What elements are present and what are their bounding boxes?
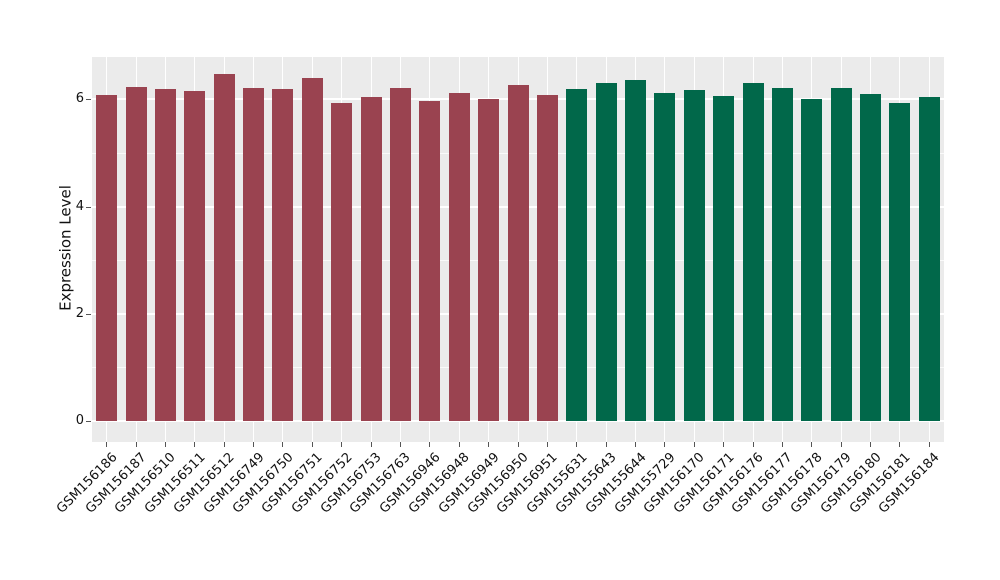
x-tick [194, 442, 196, 447]
x-tick [635, 442, 637, 447]
x-tick [458, 442, 460, 447]
y-tick-label: 6 [75, 91, 84, 107]
plot-panel [92, 57, 944, 442]
bar-GSM156180 [860, 94, 882, 421]
bar-GSM156750 [272, 88, 294, 421]
x-tick [311, 442, 313, 447]
bar-GSM156948 [448, 92, 470, 421]
bar-GSM155644 [625, 79, 647, 421]
bar-GSM156179 [830, 87, 852, 421]
x-tick [870, 442, 872, 447]
x-tick [517, 442, 519, 447]
bar-GSM156177 [771, 87, 793, 421]
bar-GSM156511 [184, 91, 206, 421]
bar-GSM155643 [595, 82, 617, 421]
x-tick [752, 442, 754, 447]
x-tick [164, 442, 166, 447]
x-tick [106, 442, 108, 447]
bar-GSM156187 [125, 87, 147, 421]
x-tick [399, 442, 401, 447]
x-tick [370, 442, 372, 447]
y-tick [86, 99, 91, 101]
x-tick [781, 442, 783, 447]
bar-GSM156950 [507, 84, 529, 421]
x-tick [429, 442, 431, 447]
x-tick [723, 442, 725, 447]
bar-GSM155631 [566, 88, 588, 421]
x-tick [341, 442, 343, 447]
bar-GSM156951 [536, 94, 558, 421]
x-tick [840, 442, 842, 447]
x-tick [693, 442, 695, 447]
x-tick [664, 442, 666, 447]
y-axis-title: Expression Level [56, 185, 75, 311]
y-tick [86, 206, 91, 208]
bar-GSM156752 [331, 103, 353, 421]
x-tick [135, 442, 137, 447]
x-tick [223, 442, 225, 447]
x-tick [253, 442, 255, 447]
x-tick [899, 442, 901, 447]
bar-GSM156949 [478, 98, 500, 421]
bar-GSM156171 [713, 95, 735, 421]
bar-GSM156510 [154, 88, 176, 421]
bar-GSM156763 [389, 87, 411, 421]
y-tick-label: 0 [75, 413, 84, 428]
bar-GSM156184 [918, 97, 940, 421]
y-tick-label: 2 [75, 305, 84, 321]
bar-GSM155729 [654, 92, 676, 421]
bar-GSM156176 [742, 82, 764, 421]
bar-GSM156186 [96, 95, 118, 421]
bar-GSM156749 [243, 87, 265, 421]
x-tick [546, 442, 548, 447]
x-tick [605, 442, 607, 447]
bar-GSM156753 [360, 96, 382, 421]
x-tick [488, 442, 490, 447]
x-tick [928, 442, 930, 447]
x-tick [811, 442, 813, 447]
bar-GSM156170 [683, 90, 705, 421]
bar-GSM156512 [213, 73, 235, 421]
x-tick [282, 442, 284, 447]
y-tick-label: 4 [75, 198, 84, 214]
y-tick [86, 421, 91, 422]
bar-GSM156946 [419, 101, 441, 421]
y-tick [86, 313, 91, 315]
bar-GSM156751 [301, 78, 323, 421]
bar-GSM156178 [801, 98, 823, 421]
x-tick [576, 442, 578, 447]
bar-GSM156181 [889, 103, 911, 421]
